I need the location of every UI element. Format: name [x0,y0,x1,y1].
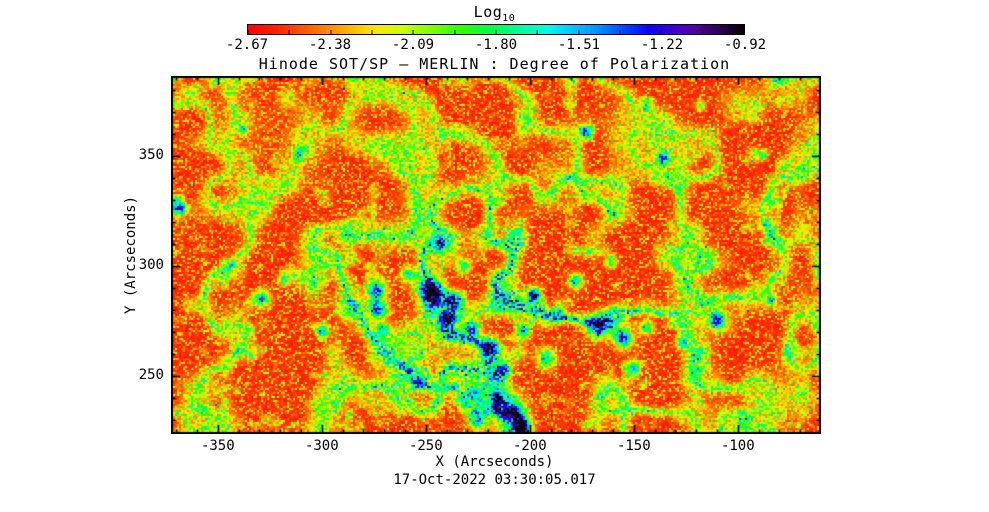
x-axis-tick-label: -300 [304,438,339,454]
colorbar-tick-mark [247,30,249,34]
colorbar-title-subscript: 10 [502,13,516,24]
colorbar-tick-mark [619,30,621,34]
colorbar-tick-mark [288,30,290,34]
colorbar-tick-label: -2.09 [391,37,435,53]
x-axis-tick-label: -100 [720,438,755,454]
plot-title: Hinode SOT/SP — MERLIN : Degree of Polar… [258,55,731,73]
colorbar-tick-mark [578,30,580,34]
y-axis-tick-label: 300 [138,256,164,273]
y-axis-label: Y (Arcseconds) [123,195,139,315]
colorbar-tick-mark [702,30,704,34]
colorbar-tick-mark [495,30,497,34]
x-axis-tick-label: -250 [408,438,443,454]
colorbar-title-text: Log [473,3,503,21]
colorbar-tick-label: -1.80 [474,37,518,53]
x-axis-tick-label: -150 [616,438,651,454]
colorbar-tick-mark [412,30,414,34]
heatmap-canvas [171,76,821,434]
colorbar-tick-label: -2.38 [308,37,352,53]
x-axis-tick-label: -200 [512,438,547,454]
timestamp: 17-Oct-2022 03:30:05.017 [393,472,596,488]
colorbar-tick-label: -1.22 [640,37,684,53]
y-axis-tick-label: 250 [138,366,164,383]
colorbar-tick-mark [743,30,745,34]
colorbar-tick-labels: -2.67 -2.38 -2.09 -1.80 -1.51 -1.22 -0.92 [226,37,766,53]
colorbar-tick-mark [330,30,332,34]
y-axis-tick-label: 350 [138,147,164,164]
x-axis-tick-label: -350 [200,438,235,454]
colorbar-tick-mark [536,30,538,34]
colorbar-tick-label: -1.51 [557,37,601,53]
colorbar-tick-mark [660,30,662,34]
colorbar-tick-mark [454,30,456,34]
colorbar-tick-label: -0.92 [723,37,767,53]
colorbar-tick-mark [371,30,373,34]
colorbar-tick-label: -2.67 [225,37,269,53]
colorbar-gradient [247,24,745,35]
x-axis-label: X (Arcseconds) [435,454,554,470]
colorbar-title: Log10 [0,3,989,24]
